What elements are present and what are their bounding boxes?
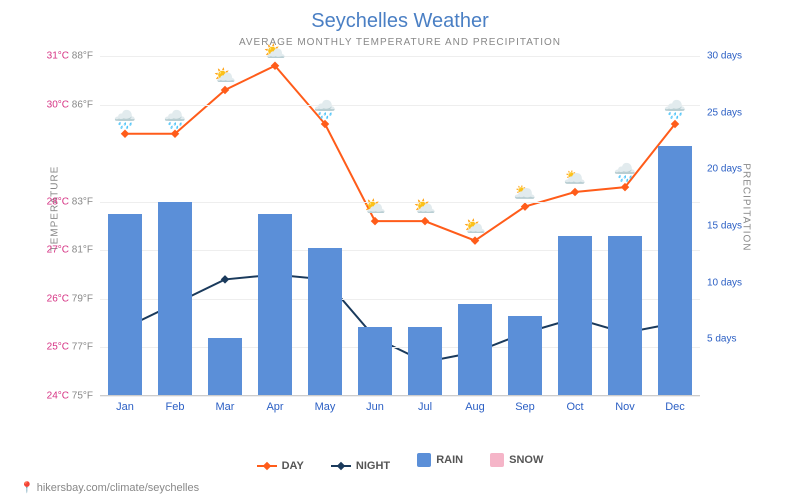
grid-line <box>100 56 700 57</box>
legend-night: NIGHT <box>331 460 390 472</box>
month-label: Jan <box>116 401 134 413</box>
footer-source: 📍hikersbay.com/climate/seychelles <box>20 481 199 494</box>
month-label: Nov <box>615 401 635 413</box>
location-pin-icon: 📍 <box>20 482 34 494</box>
month-label: Sep <box>515 401 535 413</box>
day-temp-line-marker <box>421 217 429 225</box>
rain-bar <box>608 236 642 395</box>
precip-tick: 15 days <box>707 221 742 232</box>
x-axis-labels: Jan Feb Mar Apr May Jun Jul Aug Sep Oct Nov Dec <box>100 401 700 421</box>
legend: DAY NIGHT RAIN SNOW <box>0 453 800 472</box>
legend-rain: RAIN <box>417 453 463 467</box>
legend-day: DAY <box>257 460 304 472</box>
precip-tick: 10 days <box>707 277 742 288</box>
rain-bar <box>658 146 692 395</box>
y-axis-right: 30 days25 days20 days15 days10 days5 day… <box>705 56 760 396</box>
rain-bar <box>108 214 142 395</box>
rain-bar <box>458 304 492 395</box>
day-temp-line-marker <box>121 129 129 137</box>
grid-line <box>100 396 700 397</box>
month-label: Apr <box>266 401 283 413</box>
temp-tick: 31°C 88°F <box>47 51 93 62</box>
temp-tick: 25°C 77°F <box>47 342 93 353</box>
rain-bar <box>208 338 242 395</box>
rain-bar <box>308 248 342 395</box>
rain-bar <box>258 214 292 395</box>
rain-bar <box>558 236 592 395</box>
month-label: Oct <box>566 401 583 413</box>
precip-tick: 5 days <box>707 334 736 345</box>
day-temp-line-marker <box>371 217 379 225</box>
temp-tick: 30°C 86°F <box>47 99 93 110</box>
chart-subtitle: AVERAGE MONTHLY TEMPERATURE AND PRECIPIT… <box>20 37 780 48</box>
y-axis-left: 31°C 88°F30°C 86°F28°C 83°F27°C 81°F26°C… <box>40 56 95 396</box>
month-label: Jun <box>366 401 384 413</box>
month-label: Aug <box>465 401 485 413</box>
grid-line <box>100 105 700 106</box>
chart-area: TEMPERATURE PRECIPITATION 31°C 88°F30°C … <box>40 56 760 436</box>
night-temp-line-marker <box>221 275 229 283</box>
rain-bar <box>158 202 192 395</box>
chart-title: Seychelles Weather <box>20 10 780 33</box>
month-label: Mar <box>216 401 235 413</box>
day-temp-line-marker <box>571 188 579 196</box>
month-label: Jul <box>418 401 432 413</box>
rain-bar <box>508 316 542 395</box>
precip-tick: 30 days <box>707 51 742 62</box>
legend-snow: SNOW <box>490 453 543 467</box>
month-label: May <box>315 401 336 413</box>
rain-bar <box>358 327 392 395</box>
temp-tick: 26°C 79°F <box>47 293 93 304</box>
precip-tick: 20 days <box>707 164 742 175</box>
day-temp-line <box>125 66 675 241</box>
plot-region: 🌧️🌧️⛅⛅🌧️⛅⛅⛅🌥️🌥️🌧️🌧️ <box>100 56 700 396</box>
precip-tick: 25 days <box>707 107 742 118</box>
temp-tick: 27°C 81°F <box>47 245 93 256</box>
temp-tick: 28°C 83°F <box>47 196 93 207</box>
temp-tick: 24°C 75°F <box>47 391 93 402</box>
month-label: Dec <box>665 401 685 413</box>
rain-bar <box>408 327 442 395</box>
month-label: Feb <box>166 401 185 413</box>
